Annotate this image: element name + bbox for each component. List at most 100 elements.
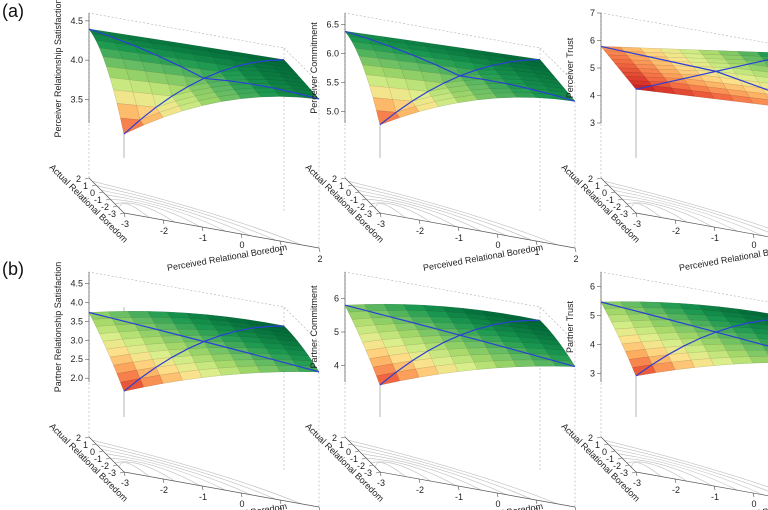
y-tick: [368, 464, 374, 467]
z-axis-label: Perceiver Commitment: [309, 22, 319, 114]
z-tick-label: 5.0: [326, 106, 339, 116]
y-tick-label: -1: [606, 454, 614, 464]
floor-contour: [617, 453, 738, 491]
x-tick-label: -1: [455, 233, 463, 243]
x-tick: [279, 240, 282, 246]
y-tick-label: 2: [332, 174, 337, 184]
x-tick-label: 0: [751, 240, 756, 250]
x-tick-label: -1: [199, 492, 207, 502]
y-tick-label: 1: [83, 440, 88, 450]
y-tick-label: 1: [595, 440, 600, 450]
floor-contour: [622, 458, 713, 486]
y-tick: [119, 471, 125, 474]
y-tick-label: 1: [595, 181, 600, 191]
y-tick-label: -3: [620, 468, 628, 478]
surface-facet: [463, 341, 487, 349]
z-tick-label: 5: [590, 63, 595, 73]
surface-facet: [443, 341, 468, 350]
x-tick: [635, 471, 638, 477]
surface-facet: [387, 310, 411, 318]
surface-facet: [512, 92, 537, 98]
x-tick: [418, 219, 421, 225]
surface-facet: [703, 344, 727, 352]
x-tick: [535, 499, 538, 505]
y-tick-label: -1: [94, 195, 102, 205]
surface-facet: [170, 317, 194, 325]
x-tick-label: -2: [160, 226, 168, 236]
x-tick: [240, 233, 243, 239]
floor-contour: [101, 189, 251, 237]
x-tick-label: 2: [317, 254, 322, 264]
floor-contour: [375, 203, 406, 218]
floor-contour: [631, 462, 662, 477]
surface-facet: [620, 301, 644, 309]
back-frame: [344, 12, 576, 248]
y-tick: [347, 184, 353, 187]
surface-facet: [230, 353, 254, 361]
x-tick-label: -3: [121, 219, 129, 229]
x-tick: [496, 233, 499, 239]
surface-facet: [242, 74, 267, 80]
x-tick: [674, 478, 677, 484]
surface-facet: [383, 303, 408, 311]
x-axis-line: [123, 471, 320, 508]
x-tick: [318, 247, 321, 253]
y-axis-line: [344, 436, 381, 473]
surface-facet: [210, 353, 235, 362]
floor-contour: [626, 202, 687, 223]
y-tick-label: 2: [76, 174, 81, 184]
floor-contour: [357, 189, 507, 237]
incongruence-line: [344, 304, 576, 368]
floor-contour: [631, 203, 662, 218]
x-axis-line: [635, 212, 768, 238]
back-frame: [88, 12, 320, 248]
z-tick-label: 2.5: [70, 354, 83, 364]
incongruence-line: [88, 311, 320, 373]
x-tick-label: 1: [534, 506, 539, 510]
z-tick-label: 4.0: [70, 297, 83, 307]
floor-contour: [366, 458, 457, 486]
surface-facet: [673, 325, 697, 333]
floor-contour: [96, 444, 277, 500]
z-tick-label: 5: [334, 327, 339, 337]
incongruence-line: [600, 301, 768, 347]
surface-facet: [627, 313, 651, 322]
x-tick-label: 0: [495, 240, 500, 250]
y-tick: [354, 450, 360, 453]
surface-facet: [253, 359, 277, 367]
surface-facet: [699, 337, 724, 346]
floor-contour: [352, 444, 533, 500]
y-tick-label: -1: [350, 195, 358, 205]
surface-facet: [364, 303, 388, 312]
y-tick-label: -2: [357, 461, 365, 471]
surface-facet: [177, 329, 201, 336]
z-tick-label: 4: [590, 339, 595, 349]
surface-facet: [475, 69, 500, 75]
x-tick: [457, 226, 460, 232]
x-tick: [379, 212, 382, 218]
z-tick-label: 3.5: [70, 94, 83, 104]
z-tick-label: 2.0: [70, 373, 83, 383]
surface-facet: [246, 347, 270, 354]
floor-contour: [361, 453, 482, 491]
surface-facet: [246, 79, 270, 84]
y-tick-label: -3: [620, 209, 628, 219]
y-tick: [596, 436, 602, 439]
y-tick: [105, 198, 111, 201]
z-tick-label: 6: [590, 281, 595, 291]
floor-contour: [604, 439, 768, 488]
surface-facet: [532, 359, 556, 367]
y-tick: [610, 191, 616, 194]
y-tick: [84, 436, 90, 439]
z-tick-label: 4.0: [70, 55, 83, 65]
y-axis-line: [88, 177, 125, 214]
x-tick: [457, 485, 460, 491]
x-axis-label: Perceived Relational Boredom: [422, 242, 543, 273]
floor-contour: [348, 180, 558, 246]
z-tick-label: 6.0: [326, 49, 339, 59]
y-tick-label: -2: [101, 202, 109, 212]
surface-facet: [219, 335, 244, 343]
